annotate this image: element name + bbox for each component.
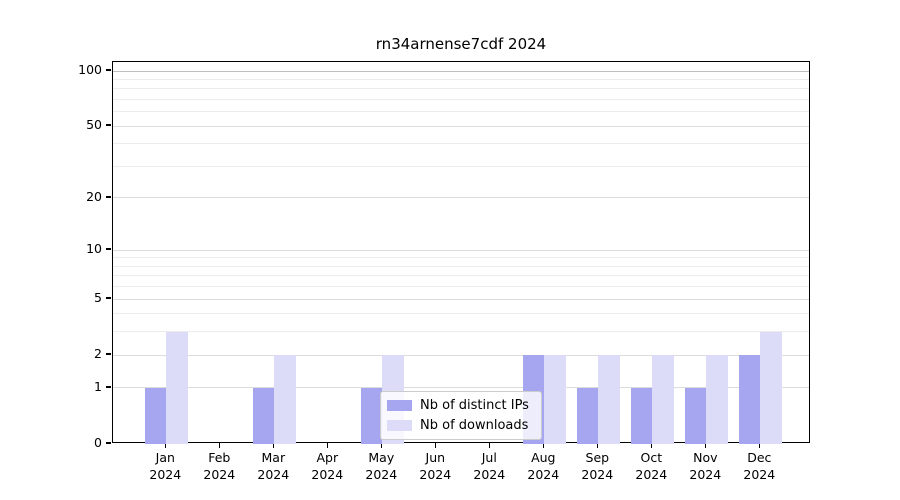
x-tick-label-dec: Dec 2024 xyxy=(743,450,776,482)
bar-downloads-sep xyxy=(598,355,620,444)
bar-distinct-ips-may xyxy=(360,387,383,444)
y-tick-label: 2 xyxy=(94,346,102,362)
bar-downloads-dec xyxy=(760,331,782,444)
x-tick-label-mar: Mar 2024 xyxy=(257,450,290,482)
bar-distinct-ips-mar xyxy=(252,387,275,444)
major-gridline xyxy=(113,125,809,127)
x-tick-mark xyxy=(218,443,221,448)
x-tick-label-apr: Apr 2024 xyxy=(311,450,344,482)
bar-downloads-nov xyxy=(706,355,728,444)
major-gridline xyxy=(113,249,809,251)
y-tick-mark xyxy=(106,297,111,299)
legend: Nb of distinct IPs Nb of downloads xyxy=(380,391,542,440)
x-tick-mark xyxy=(326,443,329,448)
y-tick-mark xyxy=(106,442,111,444)
minor-gridline xyxy=(113,111,809,113)
minor-gridline xyxy=(113,143,809,145)
minor-gridline xyxy=(113,257,809,259)
minor-gridline xyxy=(113,331,809,333)
x-tick-mark xyxy=(488,443,491,448)
minor-gridline xyxy=(113,78,809,80)
x-tick-mark xyxy=(542,443,545,448)
minor-gridline xyxy=(113,265,809,267)
minor-gridline xyxy=(113,286,809,288)
x-tick-label-nov: Nov 2024 xyxy=(689,450,722,482)
y-tick-label: 20 xyxy=(86,188,102,204)
bar-downloads-oct xyxy=(652,355,674,444)
x-tick-mark xyxy=(650,443,653,448)
bar-distinct-ips-nov xyxy=(684,387,707,444)
y-tick-mark xyxy=(106,124,111,126)
x-tick-label-jun: Jun 2024 xyxy=(419,450,452,482)
x-tick-label-jul: Jul 2024 xyxy=(473,450,506,482)
legend-label-downloads: Nb of downloads xyxy=(420,418,529,433)
bar-distinct-ips-oct xyxy=(630,387,653,444)
minor-gridline xyxy=(113,88,809,90)
bar-distinct-ips-jan xyxy=(144,387,167,444)
plot-area xyxy=(112,61,810,444)
minor-gridline xyxy=(113,98,809,100)
major-gridline xyxy=(113,298,809,300)
x-tick-mark xyxy=(434,443,437,448)
bar-downloads-mar xyxy=(274,355,296,444)
bar-downloads-aug xyxy=(544,355,566,444)
x-tick-mark xyxy=(164,443,167,448)
chart-title: rn34arnense7cdf 2024 xyxy=(375,35,547,53)
y-tick-label: 0 xyxy=(94,435,102,450)
major-gridline xyxy=(113,387,809,389)
x-tick-label-oct: Oct 2024 xyxy=(635,450,668,482)
y-tick-label: 10 xyxy=(86,241,102,257)
x-tick-label-aug: Aug 2024 xyxy=(527,450,560,482)
bar-downloads-jan xyxy=(166,331,188,444)
y-tick-label: 5 xyxy=(94,290,102,306)
y-tick-label: 50 xyxy=(86,117,102,133)
x-tick-mark xyxy=(272,443,275,448)
minor-gridline xyxy=(113,313,809,315)
legend-swatch-distinct-ips xyxy=(387,400,412,411)
bar-distinct-ips-dec xyxy=(738,355,761,444)
x-tick-mark xyxy=(704,443,707,448)
y-tick-mark xyxy=(106,69,111,71)
major-gridline xyxy=(113,70,809,72)
y-tick-mark xyxy=(106,353,111,355)
x-tick-label-jan: Jan 2024 xyxy=(149,450,182,482)
legend-item-distinct-ips: Nb of distinct IPs xyxy=(387,398,529,413)
y-tick-mark xyxy=(106,248,111,250)
major-gridline xyxy=(113,354,809,356)
minor-gridline xyxy=(113,275,809,277)
legend-swatch-downloads xyxy=(387,420,412,431)
minor-gridline xyxy=(113,165,809,167)
y-tick-label: 1 xyxy=(94,378,102,394)
x-tick-mark xyxy=(596,443,599,448)
y-tick-mark xyxy=(106,386,111,388)
x-tick-label-feb: Feb 2024 xyxy=(203,450,236,482)
x-tick-mark xyxy=(380,443,383,448)
x-tick-mark xyxy=(758,443,761,448)
x-tick-label-may: May 2024 xyxy=(365,450,398,482)
y-tick-label: 100 xyxy=(78,62,102,77)
major-gridline xyxy=(113,197,809,199)
bar-distinct-ips-sep xyxy=(576,387,599,444)
y-tick-mark xyxy=(106,196,111,198)
legend-item-downloads: Nb of downloads xyxy=(387,418,529,433)
x-tick-label-sep: Sep 2024 xyxy=(581,450,614,482)
legend-label-distinct-ips: Nb of distinct IPs xyxy=(420,398,529,413)
